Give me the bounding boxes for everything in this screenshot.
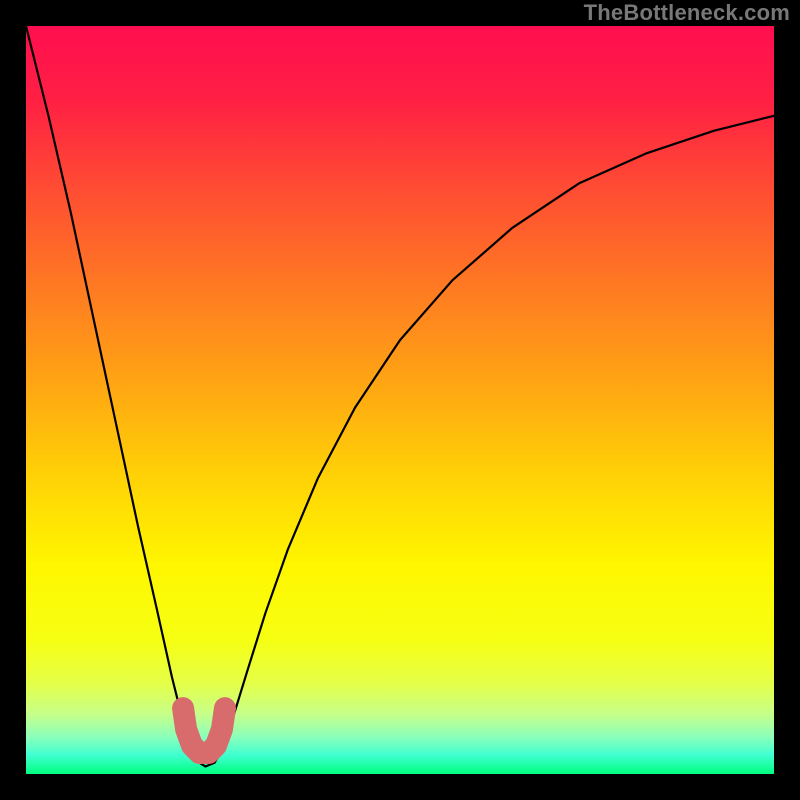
chart-frame: TheBottleneck.com	[0, 0, 800, 800]
border-left	[0, 0, 26, 800]
border-bottom	[0, 774, 800, 800]
border-right	[774, 0, 800, 800]
bottleneck-chart-svg	[0, 0, 800, 800]
watermark-text: TheBottleneck.com	[584, 0, 790, 26]
gradient-background	[26, 26, 774, 774]
